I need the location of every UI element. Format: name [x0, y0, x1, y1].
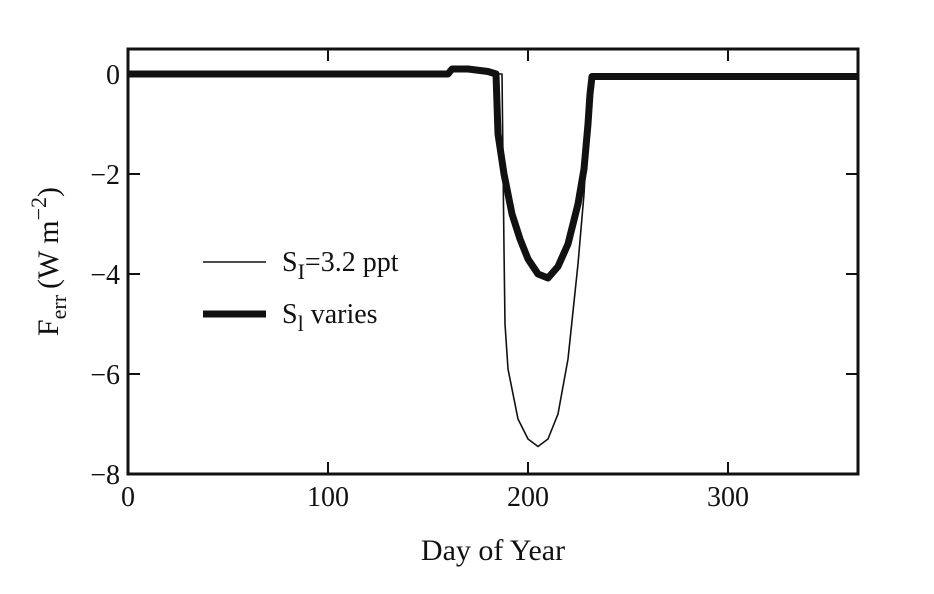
series-layer: [128, 65, 858, 448]
x-tick-label: 0: [121, 482, 135, 513]
y-axis-label-unit: (W m: [32, 220, 65, 289]
y-axis-label: Ferr (W m−2): [26, 187, 71, 336]
legend-label-thick-sub: l: [298, 311, 304, 336]
x-tick-label: 100: [307, 482, 349, 513]
y-tick-label: −8: [90, 460, 120, 491]
x-tick-label: 300: [707, 482, 749, 513]
x-axis-label: Day of Year: [421, 534, 565, 567]
ticks-layer: 0 100 200 300 0 −2 −4 −6 −8: [90, 49, 858, 513]
series-line-thin: [128, 68, 858, 448]
legend-label-thin-rest: =3.2 ppt: [305, 247, 399, 278]
legend-label-thin: SI=3.2 ppt: [282, 247, 399, 284]
legend-label-thick-main: S: [282, 299, 298, 330]
legend-label-thick-rest: varies: [304, 299, 378, 330]
y-tick-label: −4: [90, 260, 120, 291]
legend-label-thin-main: S: [282, 247, 298, 278]
legend-label-thick: Sl varies: [282, 299, 378, 336]
legend-label-thin-sub: I: [298, 259, 305, 284]
y-axis-label-unit-sup: −2: [26, 197, 51, 220]
series-line-thick: [128, 65, 858, 282]
x-tick-label: 200: [507, 482, 549, 513]
y-tick-label: −6: [90, 360, 120, 391]
y-axis-label-unit-close: ): [32, 187, 65, 197]
y-tick-label: −2: [90, 160, 120, 191]
y-axis-label-main: F: [32, 319, 65, 336]
legend: SI=3.2 ppt Sl varies: [203, 247, 399, 336]
y-tick-label: 0: [106, 60, 120, 91]
plot-frame: [126, 47, 860, 476]
y-axis-label-sub: err: [46, 294, 71, 319]
